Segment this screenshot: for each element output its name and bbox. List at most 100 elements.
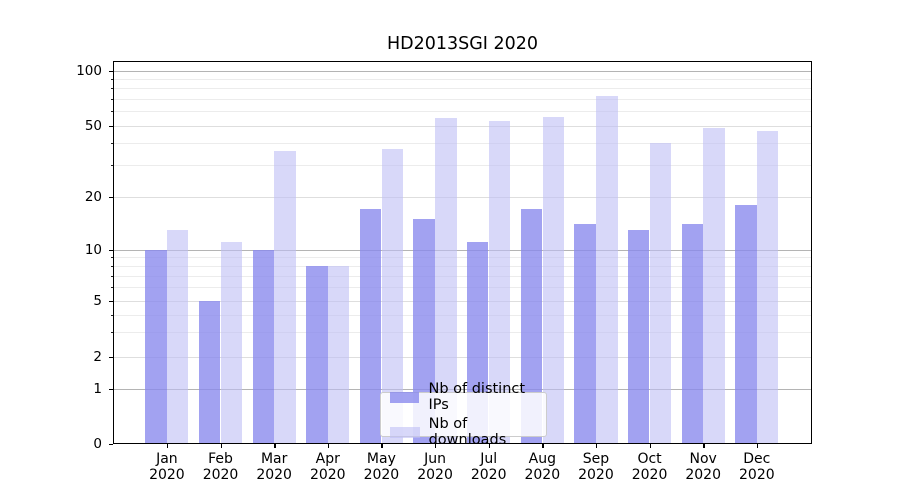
gridline-y-10 [114,249,811,251]
y-tick-20 [109,196,113,199]
x-tick-feb [220,444,222,448]
bar-nb-of-downloads-sep [596,95,618,443]
gridline-y-9 [114,257,811,259]
bar-nb-of-distinct-ips-apr [306,266,328,443]
x-tick-sep [595,444,598,448]
x-tick-label-jul: Jul 2020 [470,451,507,483]
bar-nb-of-distinct-ips-aug [520,209,543,443]
bar-nb-of-downloads-mar [274,151,296,443]
gridline-y-2 [114,356,811,358]
y-tick-label-100: 100 [76,62,102,79]
bar-nb-of-downloads-jan [167,229,189,443]
gridline-y-90 [114,78,811,80]
x-tick-nov [703,444,705,448]
bar-nb-of-downloads-jun [435,118,457,443]
y-minor-tick-70 [110,99,113,101]
bar-nb-of-distinct-ips-jan [145,249,167,443]
y-tick-label-5: 5 [93,293,102,309]
bar-nb-of-distinct-ips-oct [627,229,650,443]
gridline-y-80 [114,88,811,90]
y-minor-tick-40 [110,143,113,145]
legend-label-downloads: Nb of downloads [428,416,507,448]
y-minor-tick-9 [110,257,113,259]
legend-label-distinct-ips: Nb of distinct IPs [428,381,526,413]
gridline-y-50 [114,126,811,127]
y-tick-0 [109,444,113,446]
y-tick-2 [109,356,113,358]
x-tick-label-apr: Apr 2020 [309,451,346,483]
gridline-y-3 [114,331,811,333]
bar-nb-of-distinct-ips-feb [198,301,221,443]
bar-nb-of-distinct-ips-nov [681,223,703,443]
y-tick-label-2: 2 [93,348,102,365]
y-tick-label-20: 20 [84,188,102,205]
x-tick-label-dec: Dec 2020 [739,451,775,483]
y-tick-5 [109,301,113,303]
y-minor-tick-60 [110,111,113,113]
gridline-y-1 [114,389,811,390]
bar-nb-of-distinct-ips-jun [413,218,435,443]
bar-nb-of-downloads-jul [488,121,511,443]
gridline-y-20 [114,196,811,198]
gridline-y-8 [114,266,811,268]
y-tick-1 [109,389,113,391]
legend: Nb of distinct IPs Nb of downloads [380,381,547,448]
y-tick-label-50: 50 [84,118,102,134]
y-tick-label-1: 1 [93,381,102,397]
y-tick-label-10: 10 [84,241,102,258]
y-minor-tick-3 [110,331,113,333]
bar-nb-of-distinct-ips-sep [574,223,596,443]
gridline-y-6 [114,287,811,289]
x-tick-jun [435,444,437,448]
legend-swatch-distinct-ips [390,391,420,403]
gridline-y-70 [114,99,811,101]
y-minor-tick-7 [110,276,113,277]
x-tick-jan [166,444,169,448]
x-tick-label-may: May 2020 [363,451,400,483]
legend-entry-distinct-ips: Nb of distinct IPs [390,381,537,413]
y-minor-tick-30 [110,165,113,167]
y-tick-100 [109,70,113,72]
bar-nb-of-downloads-aug [542,116,564,443]
bar-nb-of-downloads-may [381,149,403,443]
x-tick-label-feb: Feb 2020 [202,451,239,483]
x-tick-jul [488,444,491,448]
y-minor-tick-80 [110,88,113,90]
y-tick-label-0: 0 [93,436,102,452]
gridline-y-30 [114,165,811,167]
x-tick-dec [756,444,759,448]
bar-nb-of-downloads-nov [703,127,725,443]
x-tick-apr [327,444,330,448]
bar-nb-of-downloads-feb [220,242,243,443]
legend-swatch-downloads [390,426,420,438]
bar-nb-of-downloads-oct [649,143,672,443]
y-minor-tick-8 [110,266,113,268]
x-tick-label-nov: Nov 2020 [685,451,721,483]
x-tick-may [381,444,383,448]
bar-nb-of-downloads-apr [327,266,350,443]
bar-nb-of-downloads-dec [757,130,779,443]
gridline-y-4 [114,314,811,316]
y-minor-tick-4 [110,314,113,316]
legend-entry-downloads: Nb of downloads [390,416,537,448]
x-tick-label-mar: Mar 2020 [256,451,292,483]
y-tick-10 [109,249,113,251]
chart-title: HD2013SGI 2020 [386,34,539,54]
gridline-y-5 [114,301,811,302]
gridline-y-100 [114,70,811,72]
y-tick-50 [109,126,113,128]
x-tick-label-oct: Oct 2020 [631,451,668,483]
bar-nb-of-distinct-ips-may [359,209,382,443]
gridline-y-60 [114,111,811,113]
x-tick-label-jun: Jun 2020 [417,451,453,483]
gridline-y-40 [114,143,811,145]
y-minor-tick-6 [110,287,113,289]
gridline-y-7 [114,276,811,277]
x-tick-label-jan: Jan 2020 [149,451,185,483]
bar-nb-of-distinct-ips-mar [252,249,274,443]
x-tick-aug [542,444,544,448]
bar-nb-of-distinct-ips-dec [735,204,757,443]
x-tick-label-sep: Sep 2020 [578,451,614,483]
x-tick-oct [649,444,651,448]
